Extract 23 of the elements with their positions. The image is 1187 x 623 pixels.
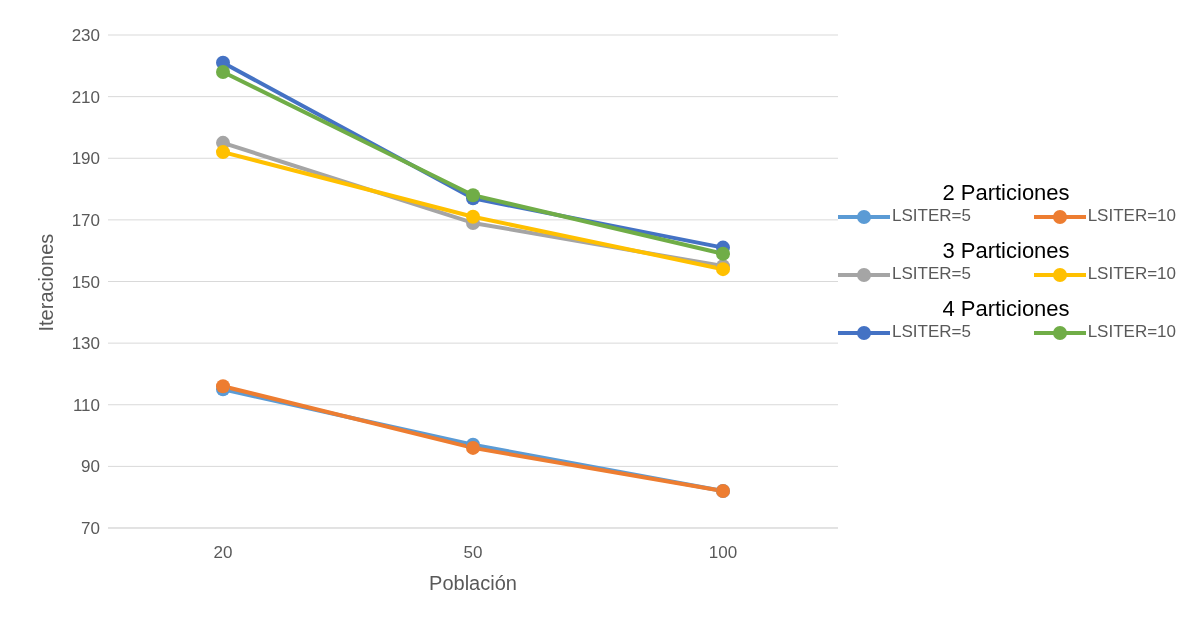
- x-tick-label: 50: [463, 543, 483, 563]
- legend-label: LSITER=10: [1086, 264, 1176, 284]
- legend-label: LSITER=10: [1086, 206, 1176, 226]
- text: 3 Particiones: [941, 238, 1071, 264]
- x-tick-label: 100: [708, 543, 738, 563]
- legend-label: LSITER=5: [891, 322, 971, 342]
- y-tick-label: 130: [71, 334, 100, 354]
- y-tick-label: 190: [71, 149, 100, 169]
- y-tick-label: 170: [71, 210, 100, 230]
- y-axis-title: Iteraciones: [35, 233, 58, 332]
- legend-label: LSITER=5: [891, 206, 971, 226]
- y-tick-label: 230: [71, 26, 100, 46]
- y-tick-label: 90: [81, 457, 100, 477]
- legend-label: LSITER=5: [891, 264, 971, 284]
- text: 2 Particiones: [941, 180, 1071, 206]
- x-axis-title: Población: [429, 572, 517, 594]
- y-tick-label: 110: [72, 395, 100, 415]
- y-tick-label: 70: [81, 519, 100, 539]
- y-tick-label: 210: [71, 87, 100, 107]
- legend-label: LSITER=10: [1086, 322, 1176, 342]
- x-tick-label: 20: [213, 543, 233, 563]
- text: 4 Particiones: [941, 296, 1071, 322]
- y-tick-label: 150: [71, 272, 100, 292]
